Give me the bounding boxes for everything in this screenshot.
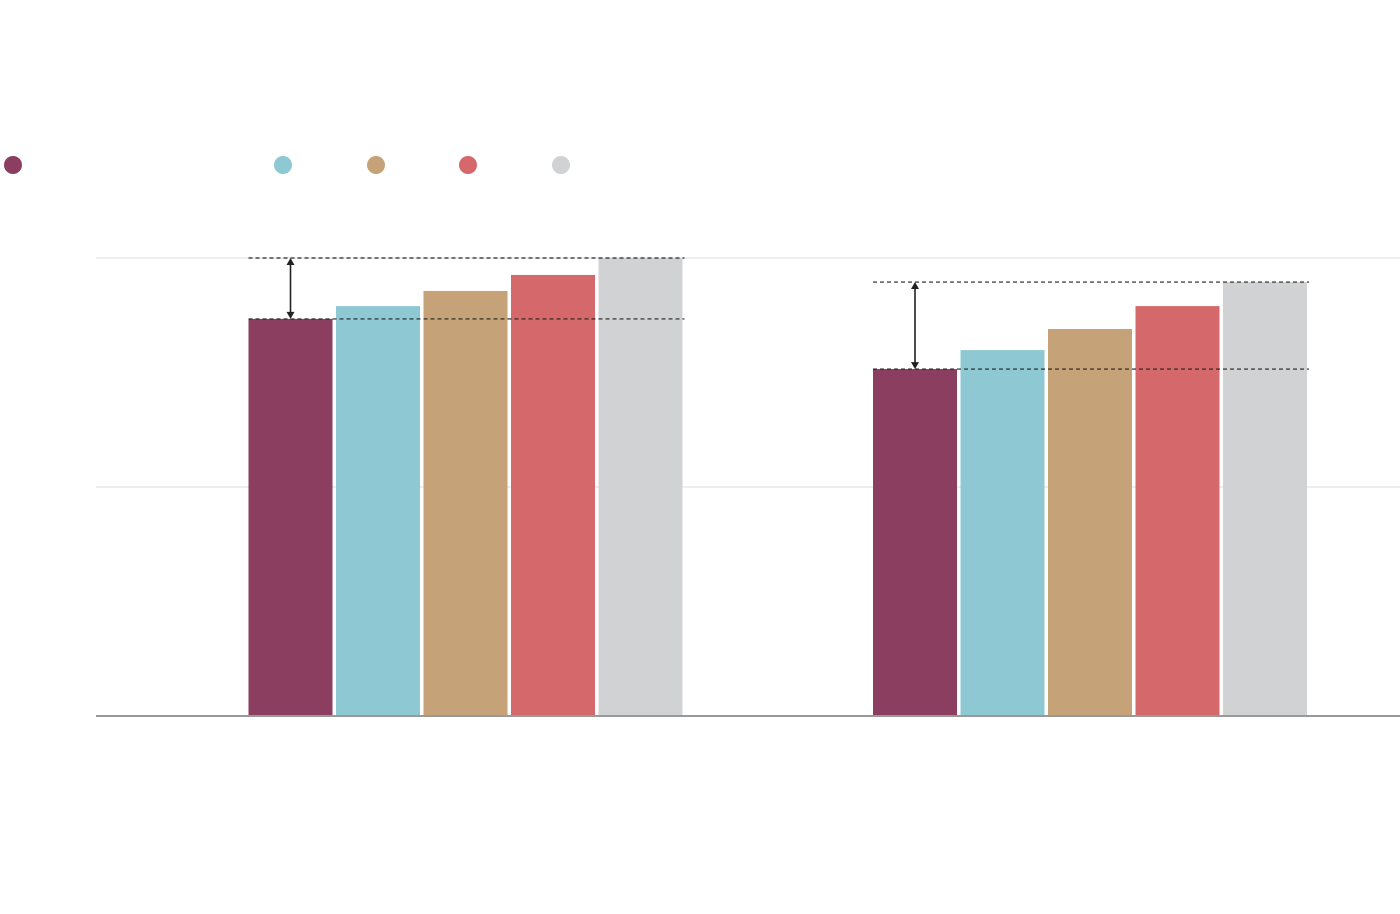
arrow-head	[286, 311, 295, 319]
arrow-head	[911, 282, 919, 290]
legend-marker	[274, 156, 292, 174]
bar	[511, 274, 595, 716]
bar	[1048, 328, 1132, 716]
arrow-head	[286, 258, 295, 265]
legend-marker	[367, 156, 385, 174]
bar	[598, 258, 683, 716]
bar	[248, 318, 333, 716]
legend-marker	[459, 156, 477, 174]
bar	[1223, 282, 1307, 716]
arrow-head	[911, 362, 919, 370]
legend-marker	[4, 156, 22, 174]
legend-marker	[552, 156, 570, 174]
bar	[336, 306, 420, 716]
bar	[1135, 306, 1220, 716]
bar	[960, 350, 1045, 716]
bar	[873, 369, 957, 716]
bar	[423, 290, 508, 716]
